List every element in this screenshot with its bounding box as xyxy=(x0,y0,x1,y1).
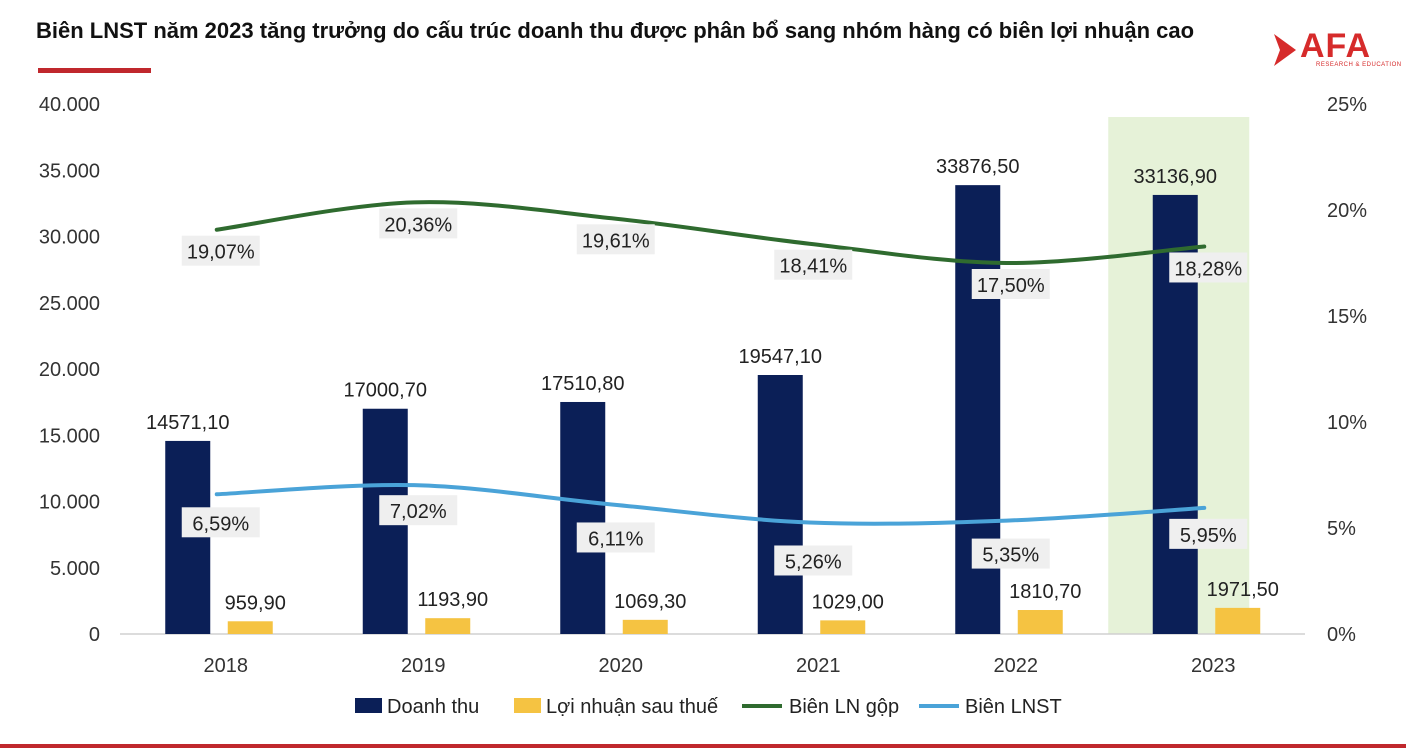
line-net-margin-label: 6,11% xyxy=(588,528,643,550)
line-gross-margin-label: 18,41% xyxy=(779,256,847,278)
y-right-tick-label: 10% xyxy=(1327,412,1367,434)
y-left-tick-label: 5.000 xyxy=(50,558,100,580)
y-right-tick-label: 5% xyxy=(1327,518,1356,540)
line-net-margin-label: 6,59% xyxy=(192,513,249,535)
legend-swatch xyxy=(355,698,382,713)
data-label-revenue: 33876,50 xyxy=(936,156,1019,178)
y-left-tick-label: 20.000 xyxy=(39,359,100,381)
chart-title: Biên LNST năm 2023 tăng trưởng do cấu tr… xyxy=(36,18,1195,43)
data-label-revenue: 17000,70 xyxy=(344,380,427,402)
line-gross-margin-label-bg xyxy=(379,208,458,239)
line-gross-margin-label-bg xyxy=(971,269,1050,299)
line-net-margin-label: 5,26% xyxy=(785,551,842,573)
line-gross-margin-label: 18,28% xyxy=(1174,258,1242,280)
y-left-tick-label: 10.000 xyxy=(39,492,100,514)
legend-label: Doanh thu xyxy=(387,696,479,718)
data-label-revenue: 19547,10 xyxy=(739,346,822,368)
bar-profit xyxy=(1215,607,1261,634)
legend-label: Biên LN gộp xyxy=(789,696,899,718)
data-label-revenue: 33136,90 xyxy=(1134,166,1217,188)
line-net-margin-label-bg xyxy=(1169,518,1248,549)
line-net-margin-label-bg xyxy=(971,538,1050,569)
y-right-tick-label: 0% xyxy=(1327,624,1356,646)
data-label-profit: 1810,70 xyxy=(1009,581,1081,603)
legend-label: Biên LNST xyxy=(965,696,1062,718)
bar-revenue xyxy=(560,401,606,634)
y-right-tick-label: 15% xyxy=(1327,306,1367,328)
data-label-profit: 1971,50 xyxy=(1207,579,1279,601)
afa-logo: AFA RESEARCH & EDUCATION xyxy=(1270,27,1401,72)
line-gross-margin-label: 17,50% xyxy=(977,275,1045,297)
line-gross-margin-label-bg xyxy=(181,235,260,266)
title-underline xyxy=(38,68,151,73)
line-net-margin-label-bg xyxy=(774,545,853,576)
line-net-margin xyxy=(214,482,1207,526)
x-tick-label: 2020 xyxy=(599,655,644,677)
line-gross-margin-label-bg xyxy=(576,224,655,255)
logo-text: AFA xyxy=(1300,27,1371,65)
bar-profit xyxy=(227,621,273,634)
legend-swatch xyxy=(514,698,541,713)
bar-profit xyxy=(622,619,668,634)
x-tick-label: 2018 xyxy=(204,655,249,677)
y-left-tick-label: 25.000 xyxy=(39,293,100,315)
x-tick-label: 2022 xyxy=(994,655,1039,677)
line-net-margin-label-bg xyxy=(379,495,458,526)
y-right-tick-label: 20% xyxy=(1327,200,1367,222)
y-left-tick-label: 15.000 xyxy=(39,425,100,447)
data-label-profit: 959,90 xyxy=(225,592,286,614)
y-right-tick-label: 25% xyxy=(1327,94,1367,116)
line-gross-margin-label-bg xyxy=(774,249,853,280)
data-label-profit: 1069,30 xyxy=(614,591,686,613)
bar-revenue xyxy=(165,440,211,634)
x-tick-label: 2023 xyxy=(1191,655,1236,677)
bottom-rule xyxy=(0,744,1406,748)
y-left-tick-label: 35.000 xyxy=(39,160,100,182)
line-net-margin-label-bg xyxy=(181,507,260,538)
data-label-profit: 1029,00 xyxy=(812,591,884,613)
line-net-margin-label-bg xyxy=(576,522,655,553)
line-gross-margin-label-bg xyxy=(1169,252,1248,283)
bar-profit xyxy=(1017,610,1063,634)
bar-revenue xyxy=(757,375,803,634)
y-left-tick-label: 40.000 xyxy=(39,94,100,116)
data-label-profit: 1193,90 xyxy=(417,589,488,611)
line-gross-margin xyxy=(214,200,1207,266)
y-left-tick-label: 30.000 xyxy=(39,227,100,249)
bar-profit xyxy=(425,618,471,634)
line-net-margin-label: 5,95% xyxy=(1180,525,1237,547)
legend-label: Lợi nhuận sau thuế xyxy=(546,696,718,718)
x-tick-label: 2021 xyxy=(796,655,841,677)
line-gross-margin-label: 19,61% xyxy=(582,230,650,252)
logo-mark-icon xyxy=(1274,34,1296,66)
logo-subtext: RESEARCH & EDUCATION xyxy=(1316,62,1402,68)
data-label-revenue: 14571,10 xyxy=(146,412,229,434)
bar-profit xyxy=(820,620,866,634)
x-tick-label: 2019 xyxy=(401,655,446,677)
line-net-margin-label: 7,02% xyxy=(390,501,447,523)
line-net-margin-label: 5,35% xyxy=(982,545,1039,567)
data-label-revenue: 17510,80 xyxy=(541,373,624,395)
line-gross-margin-label: 20,36% xyxy=(384,214,452,236)
y-left-tick-label: 0 xyxy=(89,624,100,646)
line-gross-margin-label: 19,07% xyxy=(187,242,255,264)
